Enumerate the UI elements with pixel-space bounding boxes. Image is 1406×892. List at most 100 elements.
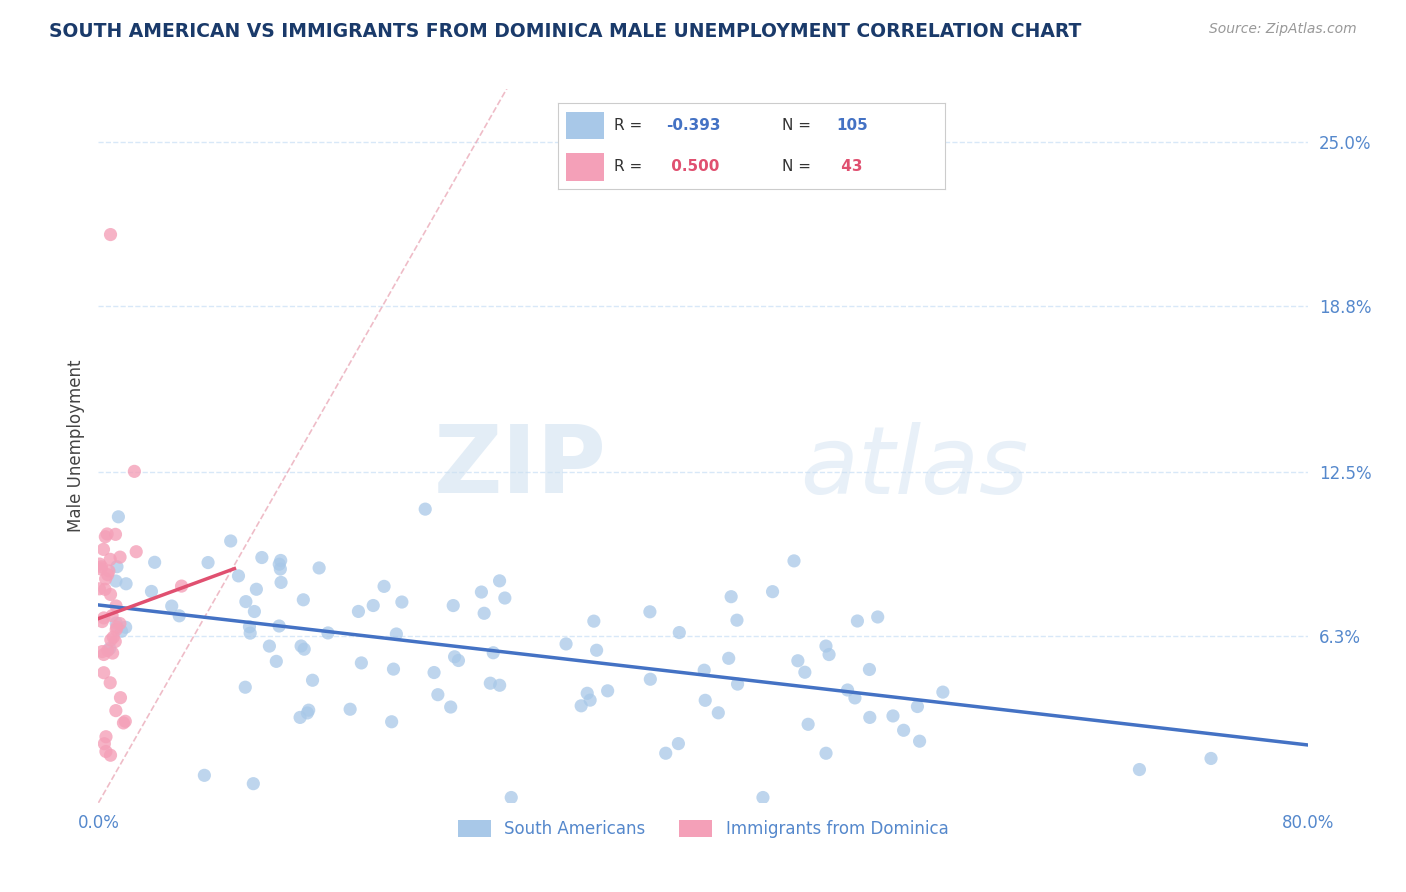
Point — [638, 605, 661, 619]
Point — [844, 690, 866, 705]
Point — [112, 715, 135, 730]
Point — [441, 599, 464, 613]
Point — [90, 559, 112, 574]
Point — [108, 616, 131, 631]
Point — [104, 634, 127, 648]
Point — [297, 706, 319, 720]
Point — [707, 706, 730, 720]
Point — [259, 639, 281, 653]
Point — [197, 556, 219, 570]
Point — [93, 737, 115, 751]
Point — [361, 599, 384, 613]
Point — [426, 688, 449, 702]
Point — [250, 550, 273, 565]
Point — [582, 614, 605, 628]
Point — [695, 693, 717, 707]
Point — [298, 703, 321, 717]
Point — [115, 576, 138, 591]
Point — [440, 700, 463, 714]
Point — [101, 608, 124, 623]
Point — [101, 646, 124, 660]
Point — [143, 555, 166, 569]
Point — [104, 574, 127, 588]
Point — [270, 553, 292, 567]
Text: Source: ZipAtlas.com: Source: ZipAtlas.com — [1209, 22, 1357, 37]
Point — [470, 585, 492, 599]
Point — [167, 608, 190, 623]
Point — [308, 561, 330, 575]
Point — [443, 649, 465, 664]
Text: ZIP: ZIP — [433, 421, 606, 514]
Point — [423, 665, 446, 680]
Point — [96, 527, 118, 541]
Point — [846, 614, 869, 628]
Point — [373, 579, 395, 593]
Point — [107, 509, 129, 524]
Point — [292, 642, 315, 657]
Point — [693, 663, 716, 677]
Point — [381, 714, 404, 729]
Point — [752, 790, 775, 805]
Point — [245, 582, 267, 597]
Point — [94, 744, 117, 758]
Legend: South Americans, Immigrants from Dominica: South Americans, Immigrants from Dominic… — [451, 813, 955, 845]
Point — [219, 533, 242, 548]
Point — [654, 746, 676, 760]
Point — [837, 683, 859, 698]
Point — [269, 562, 291, 576]
Point — [382, 662, 405, 676]
Point — [288, 710, 311, 724]
Point — [269, 619, 291, 633]
Point — [108, 550, 131, 565]
Point — [725, 613, 748, 627]
Point — [104, 704, 127, 718]
Point — [110, 624, 132, 639]
Point — [908, 734, 931, 748]
Point — [97, 567, 120, 582]
Point — [786, 654, 808, 668]
Point — [783, 554, 806, 568]
Point — [243, 605, 266, 619]
Point — [90, 562, 112, 576]
Point — [818, 648, 841, 662]
Point — [413, 502, 436, 516]
Point — [482, 646, 505, 660]
Point — [882, 709, 904, 723]
Point — [125, 545, 148, 559]
Point — [98, 552, 121, 566]
Point — [814, 639, 837, 653]
Point — [89, 582, 111, 596]
Point — [114, 714, 136, 729]
Point — [160, 599, 183, 613]
Point — [105, 620, 128, 634]
Point — [292, 592, 315, 607]
Point — [494, 591, 516, 605]
Point — [103, 630, 125, 644]
Point — [105, 623, 128, 637]
Point — [94, 730, 117, 744]
Point — [269, 558, 291, 572]
Point — [585, 643, 607, 657]
Point — [472, 607, 495, 621]
Point — [93, 542, 115, 557]
Point — [866, 610, 889, 624]
Text: SOUTH AMERICAN VS IMMIGRANTS FROM DOMINICA MALE UNEMPLOYMENT CORRELATION CHART: SOUTH AMERICAN VS IMMIGRANTS FROM DOMINI… — [49, 22, 1081, 41]
Point — [239, 626, 262, 640]
Point — [479, 676, 502, 690]
Point — [94, 582, 117, 597]
Point — [233, 680, 256, 694]
Point — [91, 644, 114, 658]
Point — [501, 790, 523, 805]
Point — [114, 620, 136, 634]
Point — [596, 683, 619, 698]
Point — [290, 639, 312, 653]
Point — [100, 632, 122, 647]
Point — [301, 673, 323, 688]
Point — [761, 584, 783, 599]
Point — [385, 627, 408, 641]
Point — [97, 564, 120, 578]
Point — [793, 665, 815, 680]
Point — [488, 678, 510, 692]
Point — [350, 656, 373, 670]
Point — [815, 746, 838, 760]
